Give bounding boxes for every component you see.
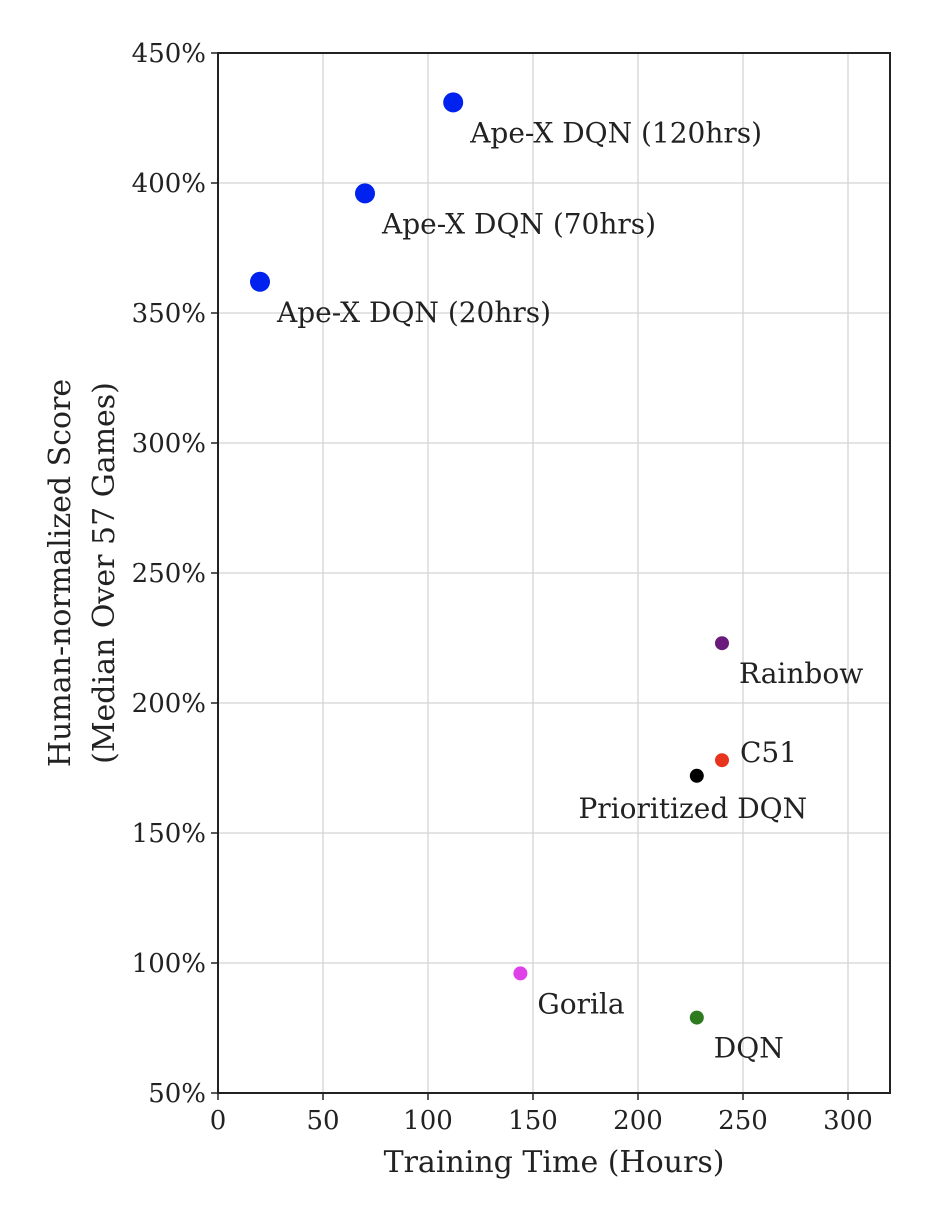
data-point bbox=[513, 966, 528, 981]
data-point-label: Ape-X DQN (20hrs) bbox=[276, 296, 551, 329]
x-tick-label: 250 bbox=[718, 1106, 768, 1136]
x-tick-label: 200 bbox=[613, 1106, 663, 1136]
y-tick-label: 350% bbox=[132, 299, 206, 329]
y-tick-label: 150% bbox=[132, 819, 206, 849]
data-point-label: Gorila bbox=[537, 987, 624, 1020]
data-point-label: Rainbow bbox=[739, 657, 863, 690]
x-tick-label: 300 bbox=[823, 1106, 873, 1136]
y-axis-label-line-2: (Median Over 57 Games) bbox=[87, 382, 122, 764]
data-point-label: C51 bbox=[740, 736, 797, 769]
y-tick-label: 200% bbox=[132, 689, 206, 719]
x-tick-label: 50 bbox=[306, 1106, 339, 1136]
y-axis-label: Human-normalized Score (Median Over 57 G… bbox=[43, 379, 122, 767]
x-axis-label: Training Time (Hours) bbox=[384, 1145, 725, 1180]
data-point bbox=[715, 753, 729, 768]
x-axis-ticks: 0 50 100 150 200 250 300 bbox=[210, 1093, 873, 1136]
x-tick-label: 150 bbox=[508, 1106, 558, 1136]
y-tick-label: 50% bbox=[148, 1079, 206, 1109]
data-point bbox=[715, 636, 729, 651]
x-tick-label: 100 bbox=[403, 1106, 453, 1136]
y-axis-label-line-1: Human-normalized Score bbox=[43, 379, 78, 767]
data-point-label: DQN bbox=[714, 1032, 784, 1065]
data-point-label: Ape-X DQN (120hrs) bbox=[469, 116, 762, 149]
y-tick-label: 400% bbox=[132, 169, 206, 199]
y-tick-label: 100% bbox=[132, 949, 206, 979]
data-point bbox=[689, 1010, 704, 1025]
data-point-label: Prioritized DQN bbox=[578, 792, 807, 825]
data-point bbox=[250, 271, 270, 292]
y-tick-label: 450% bbox=[132, 39, 206, 69]
data-point bbox=[355, 183, 375, 204]
x-tick-label: 0 bbox=[210, 1106, 227, 1136]
y-tick-label: 300% bbox=[132, 429, 206, 459]
data-point bbox=[689, 768, 704, 783]
y-tick-label: 250% bbox=[132, 559, 206, 589]
data-point bbox=[443, 92, 464, 113]
data-point-label: Ape-X DQN (70hrs) bbox=[381, 207, 656, 240]
plot-frame bbox=[217, 52, 891, 1094]
data-points: Ape-X DQN (120hrs) Ape-X DQN (70hrs) Ape-X… bbox=[250, 92, 863, 1065]
y-axis-ticks: 50% 100% 150% 200% 250% 300% 350% 400% 450% bbox=[132, 39, 218, 1109]
grid-lines bbox=[217, 52, 890, 1094]
